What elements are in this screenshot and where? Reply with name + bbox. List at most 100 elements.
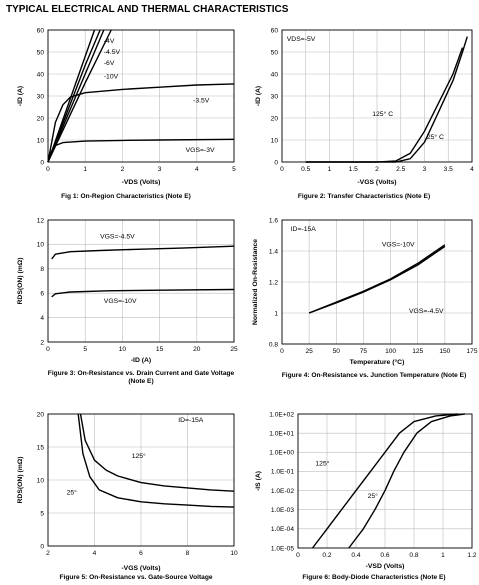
y-tick-label: 12 (37, 217, 45, 224)
annotation-label: VGS=-4.5V (100, 233, 135, 240)
x-tick-label: 0.5 (301, 166, 310, 173)
x-tick-label: 25 (230, 346, 238, 353)
annotation-label: ID=-15A (178, 417, 204, 424)
x-tick-label: 1.5 (349, 166, 358, 173)
y-tick-label: 10 (37, 477, 45, 484)
x-tick-label: 10 (230, 550, 238, 557)
x-tick-label: 0 (296, 552, 300, 559)
x-tick-label: 0 (280, 166, 284, 173)
y-tick-label: 0 (40, 543, 44, 550)
x-tick-label: 0.4 (351, 552, 360, 559)
y-tick-label: 1.4 (269, 248, 278, 255)
y-tick-label: 1.0E+00 (269, 450, 294, 457)
annotation-label: 25° (67, 489, 78, 497)
y-tick-label: 0 (40, 159, 44, 166)
chart-fig5-svg: 2 4 6 8 10 0 5 10 15 20 -VGS (Volts) RDS(ON) (mΩ) ID… (17, 411, 238, 572)
y-tick-label: 1.6 (269, 217, 278, 224)
annotation-label: -4V (104, 38, 115, 45)
series-line (77, 413, 235, 508)
x-tick-label: 3.5 (444, 166, 453, 173)
series-line (305, 36, 468, 163)
x-axis-label: -VDS (Volts) (122, 179, 161, 186)
y-tick-label: 30 (37, 93, 45, 100)
chart-fig6: 0 0.2 0.4 0.6 0.8 1 1.2 1.0E-05 1.0E-04 1.0E-03 1.… (252, 408, 477, 584)
annotation-label: ID=-15A (291, 226, 317, 233)
y-tick-label: 0 (274, 159, 278, 166)
x-tick-label: 150 (439, 348, 450, 355)
annotation-label: -6V (104, 60, 115, 67)
annotation-label: VGS=-3V (186, 147, 215, 154)
x-tick-label: 3 (158, 166, 162, 173)
x-tick-label: 125 (412, 348, 423, 355)
x-tick-label: 2 (121, 166, 125, 173)
x-tick-label: 100 (385, 348, 396, 355)
annotation-label: -4.5V (104, 49, 121, 56)
annotation-label: -10V (104, 73, 119, 80)
chart-fig1: 0 1 2 3 4 5 0 10 20 30 40 50 60 -VDS (Volts) -ID (A) -4… (14, 22, 238, 200)
y-tick-label: 20 (271, 115, 279, 122)
series-line (79, 413, 235, 492)
x-tick-label: 2.5 (396, 166, 405, 173)
x-axis-label: -VGS (Volts) (357, 179, 396, 186)
x-tick-label: 0 (280, 348, 284, 355)
x-tick-label: 25 (305, 348, 313, 355)
y-tick-label: 40 (37, 71, 45, 78)
chart-fig6-svg: 0 0.2 0.4 0.6 0.8 1 1.2 1.0E-05 1.0E-04 1.0E-03 1.… (255, 411, 477, 570)
y-tick-label: 1.0E-03 (271, 507, 294, 514)
y-axis-label: -ID (A) (17, 86, 24, 106)
y-tick-label: 60 (271, 27, 279, 34)
annotation-label: -3.5V (193, 98, 210, 105)
chart-fig4-caption: Figure 4: On-Resistance vs. Junction Tem… (281, 372, 467, 379)
plot-frame (47, 219, 235, 343)
x-tick-label: 1.2 (467, 552, 476, 559)
x-tick-label: 5 (232, 166, 236, 173)
y-axis-label: -IS (A) (255, 471, 262, 491)
series-line (47, 29, 101, 163)
x-tick-label: 1 (328, 166, 332, 173)
x-axis-label: -VGS (Volts) (121, 565, 160, 572)
plot-frame (47, 413, 235, 547)
chart-fig5-caption: Figure 5: On-Resistance vs. Gate-Source … (59, 574, 213, 581)
x-tick-label: 2 (46, 550, 50, 557)
y-tick-label: 50 (37, 49, 45, 56)
y-tick-label: 1.0E-05 (271, 545, 294, 552)
series-line (47, 29, 96, 163)
chart-fig3-caption: Figure 3: On-Resistance vs. Drain Curren… (47, 370, 235, 385)
page-title: TYPICAL ELECTRICAL AND THERMAL CHARACTER… (6, 4, 289, 15)
plot-frame (47, 29, 235, 163)
x-tick-label: 0.8 (409, 552, 418, 559)
plot-frame (281, 219, 473, 345)
x-tick-label: 175 (466, 348, 477, 355)
x-axis-label: -ID (A) (131, 357, 151, 364)
x-tick-label: 20 (193, 346, 201, 353)
annotation-label: VDS=-5V (287, 36, 316, 43)
y-tick-label: 30 (271, 93, 279, 100)
chart-fig1-caption: Fig 1: On-Region Characteristics (Note E… (61, 193, 191, 200)
y-tick-label: 1.0E+02 (269, 411, 294, 418)
y-tick-label: 10 (37, 137, 45, 144)
x-tick-label: 0 (46, 166, 50, 173)
y-axis-label: Normalized On-Resistance (252, 239, 259, 325)
chart-fig6-caption: Figure 6: Body-Diode Characteristics (No… (302, 574, 446, 581)
y-tick-label: 1.0E-01 (271, 469, 294, 476)
series-line (311, 413, 458, 549)
chart-fig3: 0 5 10 15 20 25 2 4 6 8 10 12 -ID (A) RDS(ON) (mΩ) VGS… (14, 214, 238, 392)
chart-fig5: 2 4 6 8 10 0 5 10 15 20 -VGS (Volts) RDS(ON) (mΩ) ID… (14, 408, 238, 584)
y-tick-label: 60 (37, 27, 45, 34)
x-tick-label: 0.2 (322, 552, 331, 559)
y-tick-label: 15 (37, 444, 45, 451)
y-axis-label: RDS(ON) (mΩ) (17, 457, 24, 504)
x-tick-label: 1 (83, 166, 87, 173)
annotation-label: 125° (315, 460, 329, 468)
x-tick-label: 4 (195, 166, 199, 173)
series-line (51, 245, 235, 260)
series-line (47, 83, 235, 163)
x-tick-label: 10 (119, 346, 127, 353)
y-tick-label: 0.8 (269, 341, 278, 348)
annotation-label: 25° C (427, 133, 444, 141)
x-axis-label: -VSD (Volts) (366, 563, 405, 570)
series-line (51, 288, 235, 298)
x-tick-label: 50 (333, 348, 341, 355)
chart-fig2-caption: Figure 2: Transfer Characteristics (Note… (297, 193, 431, 200)
